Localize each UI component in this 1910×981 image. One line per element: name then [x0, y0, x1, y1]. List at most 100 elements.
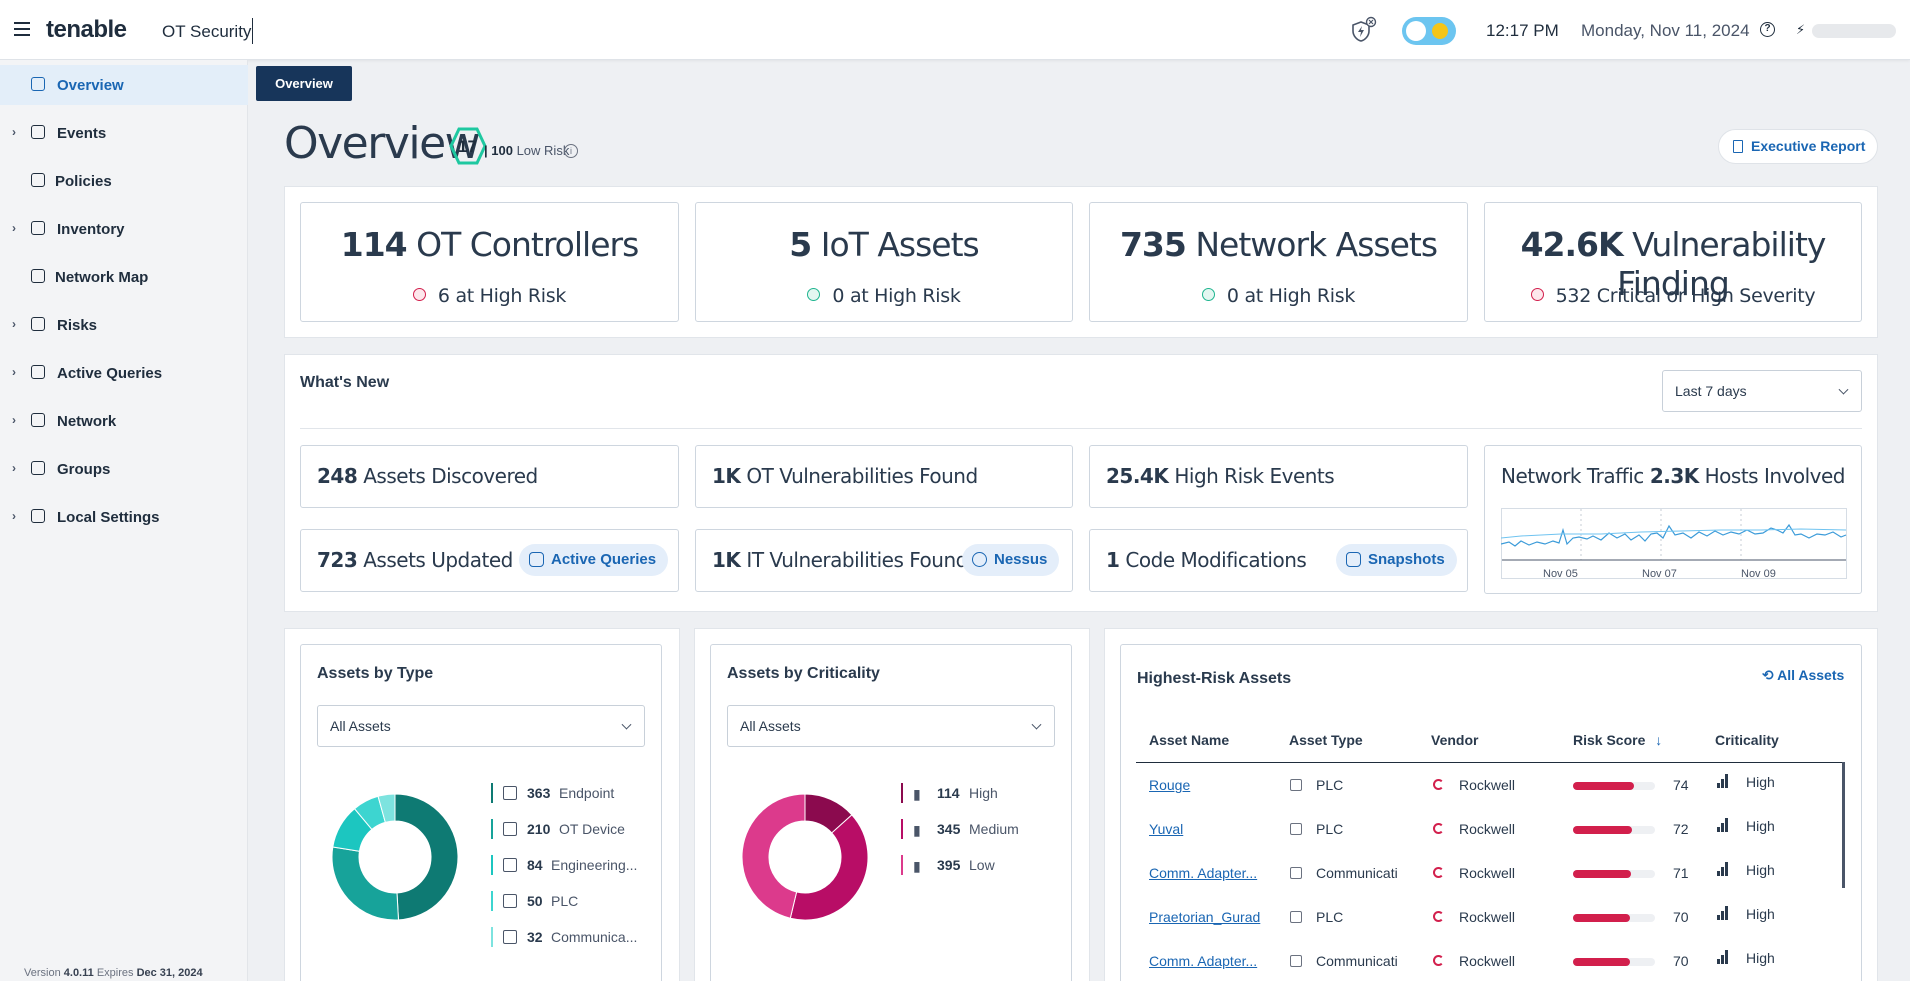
stat-text: 248 Assets Discovered: [317, 464, 538, 488]
column-header-criticality[interactable]: Criticality: [1715, 732, 1779, 748]
plc-icon: [1290, 779, 1302, 791]
list-icon: [31, 221, 45, 235]
date: Monday, Nov 11, 2024: [1581, 21, 1750, 40]
stat-card-assets-discovered[interactable]: 248 Assets Discovered: [300, 445, 679, 508]
sidebar-item-active-queries[interactable]: › Active Queries: [0, 353, 248, 393]
sidebar-item-label: Risks: [57, 317, 98, 334]
stat-card-high-risk-events[interactable]: 25.4K High Risk Events: [1089, 445, 1468, 508]
column-header-asset-name[interactable]: Asset Name: [1149, 732, 1230, 748]
sidebar-item-events[interactable]: › Events: [0, 113, 248, 153]
stat-text: 723 Assets Updated: [317, 548, 513, 572]
chevron-down-icon: [621, 719, 632, 730]
signal-bars-icon: [1717, 950, 1731, 964]
help-icon[interactable]: ?: [1760, 22, 1775, 37]
sidebar-item-risks[interactable]: › Risks: [0, 305, 248, 345]
rockwell-icon: [1433, 779, 1444, 790]
product-name: OT Security: [162, 22, 252, 41]
chevron-right-icon: ›: [12, 413, 16, 427]
sidebar-item-network-map[interactable]: Network Map: [0, 257, 248, 297]
asset-type-slice-ot-device[interactable]: [331, 846, 400, 921]
menu-icon[interactable]: [14, 22, 30, 36]
column-header-vendor[interactable]: Vendor: [1431, 732, 1479, 748]
criticality-cell: High: [1746, 906, 1775, 922]
kpi-card-vulnerability-finding[interactable]: 42.6K Vulnerability Finding 532 Critical…: [1484, 202, 1862, 322]
divider: [300, 428, 1862, 429]
comm-icon: [1290, 867, 1302, 879]
shield-lightning-icon[interactable]: [1348, 16, 1378, 46]
document-icon: [1733, 140, 1743, 153]
signal-bars-icon: [1717, 906, 1731, 920]
sidebar-item-policies[interactable]: Policies: [0, 161, 248, 201]
stat-card-ot-vulnerabilities[interactable]: 1K OT Vulnerabilities Found: [695, 445, 1073, 508]
network-traffic-card[interactable]: Network Traffic 2.3K Hosts Involved Nov …: [1484, 445, 1862, 594]
signal-bars-icon: [1717, 774, 1731, 788]
assets-by-criticality-legend: ▮ 114 High ▮ 345 Medium ▮ 395 Low: [901, 781, 1061, 901]
assets-by-type-legend: 363 Endpoint 210 OT Device 84 Engineering..…: [491, 781, 651, 981]
active-queries-badge[interactable]: Active Queries: [519, 544, 669, 576]
column-header-risk-score[interactable]: Risk Score ↓: [1573, 732, 1663, 748]
asset-name-link[interactable]: Yuval: [1149, 821, 1184, 837]
stat-card-assets-updated[interactable]: 723 Assets Updated Active Queries: [300, 529, 679, 592]
user-icon[interactable]: ⚡: [1796, 22, 1806, 37]
sort-down-icon[interactable]: ↓: [1655, 732, 1663, 748]
kpi-title: 5 IoT Assets: [789, 225, 979, 264]
stat-card-code-modifications[interactable]: 1 Code Modifications Snapshots: [1089, 529, 1468, 592]
criticality-cell: High: [1746, 950, 1775, 966]
asset-name-link[interactable]: Comm. Adapter...: [1149, 865, 1258, 881]
nessus-badge[interactable]: Nessus: [962, 544, 1060, 576]
kpi-card-iot-assets[interactable]: 5 IoT Assets 0 at High Risk: [695, 202, 1073, 322]
chevron-right-icon: ›: [12, 221, 16, 235]
user-menu[interactable]: [1812, 24, 1896, 38]
risk-score-fill: [1573, 870, 1632, 878]
theme-toggle[interactable]: [1402, 17, 1456, 45]
highest-risk-title: Highest-Risk Assets: [1137, 670, 1292, 687]
stat-text: 1 Code Modifications: [1106, 548, 1307, 572]
asset-name-link[interactable]: Rouge: [1149, 777, 1191, 793]
executive-report-button[interactable]: Executive Report: [1718, 129, 1878, 164]
asset-type-cell: Communicati: [1316, 865, 1398, 881]
logo: tenable: [46, 16, 127, 43]
column-header-asset-type[interactable]: Asset Type: [1289, 732, 1363, 748]
chevron-right-icon: ›: [12, 365, 16, 379]
stat-card-it-vulnerabilities[interactable]: 1K IT Vulnerabilities Found Nessus: [695, 529, 1073, 592]
risk-score: 17: [458, 137, 477, 156]
risk-score-bar: [1573, 914, 1655, 922]
risk-score-bar: [1573, 826, 1655, 834]
network-icon: [31, 413, 45, 427]
risk-score-value: 70: [1673, 909, 1689, 925]
sidebar-item-network[interactable]: › Network: [0, 401, 248, 441]
asset-name-link[interactable]: Praetorian_Gurad: [1149, 909, 1261, 925]
criticality-slice-medium[interactable]: [789, 814, 869, 921]
criticality-slice-low[interactable]: [741, 793, 806, 919]
kpi-card-ot-controllers[interactable]: 114 OT Controllers 6 at High Risk: [300, 202, 679, 322]
risk-score-value: 70: [1673, 953, 1689, 969]
table-scrollbar[interactable]: [1842, 762, 1845, 888]
breadcrumb[interactable]: Overview: [256, 66, 352, 101]
sidebar-item-groups[interactable]: › Groups: [0, 449, 248, 489]
signal-bars-icon: [1717, 862, 1731, 876]
criticality-filter-select[interactable]: All Assets: [727, 705, 1055, 747]
info-icon[interactable]: i: [564, 144, 578, 158]
criticality-cell: High: [1746, 818, 1775, 834]
chevron-right-icon: ›: [12, 509, 16, 523]
assets-by-criticality-title: Assets by Criticality: [727, 665, 880, 682]
all-assets-link[interactable]: ⟲ All Assets: [1762, 667, 1845, 683]
rockwell-icon: [1433, 911, 1444, 922]
sidebar-item-inventory[interactable]: › Inventory: [0, 209, 248, 249]
sidebar-item-overview[interactable]: Overview: [0, 65, 248, 105]
asset-name-link[interactable]: Comm. Adapter...: [1149, 953, 1258, 969]
risk-score-hexagon-icon: [449, 127, 487, 165]
asset-type-slice-communica[interactable]: [377, 793, 396, 823]
code-icon: [1346, 552, 1361, 567]
assets-by-type-donut-chart: [331, 793, 459, 921]
date-range-select[interactable]: Last 7 days: [1662, 370, 1862, 412]
asset-type-filter-select[interactable]: All Assets: [317, 705, 645, 747]
whats-new-title: What's New: [300, 374, 390, 391]
kpi-card-network-assets[interactable]: 735 Network Assets 0 at High Risk: [1089, 202, 1468, 322]
check-icon: [1201, 288, 1215, 301]
risk-score-fill: [1573, 958, 1631, 966]
asset-type-slice-endpoint[interactable]: [394, 793, 459, 921]
sidebar-item-local-settings[interactable]: › Local Settings: [0, 497, 248, 537]
chevron-right-icon: ›: [12, 317, 16, 331]
snapshots-badge[interactable]: Snapshots: [1336, 544, 1457, 576]
